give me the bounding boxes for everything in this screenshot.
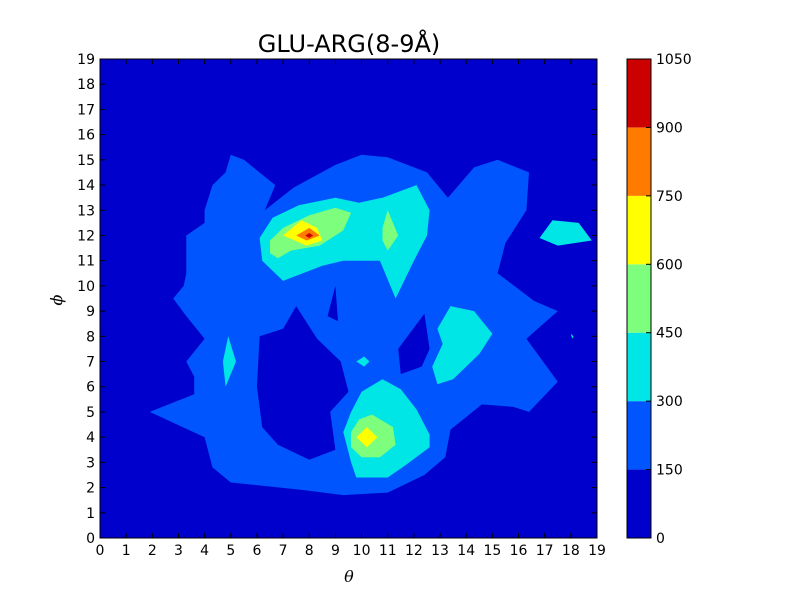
y-tick-label: 18 [77, 77, 95, 93]
x-tick-label: 13 [431, 543, 449, 559]
contour-region-1 [256, 306, 349, 460]
x-tick-label: 16 [510, 543, 528, 559]
contour-region-11 [382, 210, 399, 251]
colorbar-segment [627, 401, 651, 470]
y-tick-label: 6 [86, 380, 95, 396]
contour-region-9 [356, 356, 370, 367]
y-tick-label: 2 [86, 481, 95, 497]
x-axis: 0 1 2 3 4 5 6 7 8 9 10 11 12 13 14 15 16 17 18 19 [96, 59, 606, 559]
x-tick-label: 8 [305, 543, 314, 559]
x-tick-label: 1 [122, 543, 131, 559]
colorbar-segment [627, 469, 651, 538]
x-tick-label: 11 [379, 543, 397, 559]
y-tick-label: 7 [86, 355, 95, 371]
y-tick-label: 13 [77, 203, 95, 219]
contour-region-17 [570, 333, 574, 339]
colorbar-tick-label: 150 [656, 463, 683, 479]
x-tick-label: 6 [252, 543, 261, 559]
x-tick-label: 9 [331, 543, 340, 559]
colorbar-tick-label: 0 [656, 531, 665, 547]
contour-region-16 [305, 233, 314, 238]
x-tick-label: 14 [457, 543, 475, 559]
colorbar: 0 150 300 450 600 750 900 1050 [626, 52, 692, 547]
colorbar-tick-label: 600 [656, 257, 683, 273]
colorbar-segment [627, 59, 651, 128]
contour-region-7 [222, 336, 236, 387]
y-tick-label: 17 [77, 102, 95, 118]
y-tick-label: 9 [86, 304, 95, 320]
x-axis-label: θ [344, 567, 354, 586]
x-tick-label: 4 [200, 543, 209, 559]
y-tick-label: 19 [77, 52, 95, 68]
colorbar-tick-label: 900 [656, 120, 683, 136]
y-tick-label: 4 [86, 430, 95, 446]
x-tick-label: 10 [353, 543, 371, 559]
x-tick-label: 12 [405, 543, 423, 559]
y-tick-label: 1 [86, 506, 95, 522]
x-tick-label: 19 [588, 543, 606, 559]
contour-region-14 [356, 427, 378, 448]
y-tick-label: 3 [86, 455, 95, 471]
plot-frame [99, 58, 598, 539]
colorbar-segment [627, 127, 651, 196]
y-tick-label: 16 [77, 128, 95, 144]
x-tick-label: 15 [483, 543, 501, 559]
x-tick-label: 5 [226, 543, 235, 559]
plot-area [99, 58, 598, 539]
colorbar-tick-label: 300 [656, 394, 683, 410]
y-tick-label: 8 [86, 329, 95, 345]
y-tick-label: 14 [77, 178, 95, 194]
y-tick-label: 11 [77, 254, 95, 270]
chart-title: GLU-ARG(8-9Å) [258, 29, 441, 58]
colorbar-segment [627, 264, 651, 333]
x-tick-label: 0 [96, 543, 105, 559]
x-tick-label: 18 [562, 543, 580, 559]
contour-region-3 [327, 285, 338, 322]
y-axis-label: ϕ [47, 294, 66, 305]
y-tick-label: 15 [77, 153, 95, 169]
y-tick-label: 5 [86, 405, 95, 421]
contour-region-0 [149, 154, 558, 496]
contour-region-5 [432, 306, 493, 385]
colorbar-segment [627, 332, 651, 402]
x-tick-label: 3 [174, 543, 183, 559]
y-tick-label: 12 [77, 228, 95, 244]
y-tick-label: 10 [77, 279, 95, 295]
x-tick-label: 17 [536, 543, 554, 559]
x-tick-label: 2 [148, 543, 157, 559]
x-tick-label: 7 [279, 543, 288, 559]
contour-region-2 [398, 313, 430, 375]
colorbar-segment [627, 195, 651, 265]
colorbar-frame [626, 58, 652, 539]
colorbar-tick-label: 750 [656, 189, 683, 205]
colorbar-tick-label: 1050 [656, 52, 692, 68]
colorbar-tick-label: 450 [656, 326, 683, 342]
contour-region-8 [539, 220, 592, 246]
y-tick-label: 0 [86, 531, 95, 547]
